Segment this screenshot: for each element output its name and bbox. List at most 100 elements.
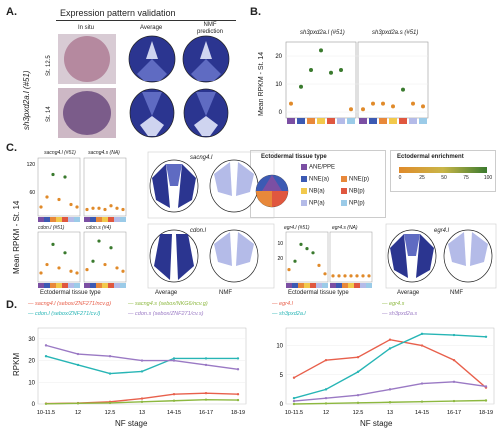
tissue-legend: Ectodermal tissue type ANE/PPE NNE(a) NNE(… [250, 150, 386, 218]
insitu-embryo-2 [63, 91, 111, 135]
series-legend-item: — sacng4.l (sebox/ZNF271/ncv.g) [28, 301, 112, 307]
egr4-s-point [355, 274, 359, 278]
panel-d-left-series-point [172, 393, 176, 396]
series-legend-item: — sh3pxd2a.l [272, 311, 306, 317]
sacng4-l-point [39, 205, 43, 209]
panel-d-label: D. [6, 299, 17, 311]
cdon-s-tissue-swatch [84, 283, 90, 288]
sacng4-s-tissue-swatch [90, 217, 96, 222]
panel-d-left-ytick: 20 [28, 359, 35, 365]
cdon-average-map-region [176, 234, 194, 280]
col-nmf: NMF prediction [196, 22, 223, 35]
enrichment-gradient [399, 167, 487, 173]
legend-schematic-region [272, 191, 288, 207]
cdon-nmf-map-region [214, 232, 232, 266]
cdon-s-tissue-swatch [114, 283, 120, 288]
sacng4-average-map-region [166, 164, 182, 186]
panel-d-right-series-point [356, 394, 360, 397]
panel-c-label: C. [6, 142, 17, 154]
panel-d-left-series-point [172, 359, 176, 362]
panel-d-right-series-point [420, 400, 424, 403]
legend-item: NP(a) [301, 200, 325, 207]
enrichment-title: Ectodermal enrichment [397, 154, 464, 160]
panel-d-right-series-point [484, 385, 488, 388]
panel-d-right-series-point [292, 376, 296, 379]
panel-b-point [381, 101, 385, 106]
sacng4-l-tissue-swatch [56, 217, 62, 222]
sacng4-l-point [63, 175, 67, 179]
panel-d-charts: 0 10 20 30 10-11.5 12 12.5 13 14-15 16-17 18-19 0 5 1… [28, 327, 495, 416]
sacng4-l-tissue-swatch [50, 217, 56, 222]
title-g5: cdon.s (#4) [86, 225, 112, 231]
average-map-2 [129, 88, 175, 138]
cdon-s-tissue-swatch [120, 283, 126, 288]
panel-c-ytick: 10 [277, 241, 283, 247]
stage-label-1: St. 12.5 [46, 55, 52, 76]
legend-label: ANE/PPE [309, 164, 336, 171]
panel-d-right-series-point [484, 399, 488, 402]
title-g2: sacng4.s (NA) [88, 150, 120, 156]
panel-d-right-series-point [324, 402, 328, 405]
legend-title: Ectodermal tissue type [261, 154, 327, 160]
xlabel-c-right: Ectodermal tissue type [288, 290, 349, 296]
egr4-s-point [361, 274, 365, 278]
panel-d-right-series-point [324, 388, 328, 391]
panel-d-left-series-point [140, 400, 144, 404]
cdon-average-map-region [154, 234, 172, 280]
panel-c-ytick: 20 [277, 256, 283, 262]
egr4-nmf-map-region [448, 232, 466, 266]
cdon-maps-frame [147, 223, 275, 289]
panel-d-right-series-point [484, 335, 488, 338]
panel-b-tissue-swatch [297, 118, 305, 124]
sacng4-s-point [85, 207, 89, 212]
sacng4-s-point [109, 204, 113, 208]
legend-item: NB(p) [341, 188, 365, 195]
avg-label-1: Average [155, 290, 178, 296]
panel-b-point [319, 48, 323, 53]
legend-label: NP(p) [349, 200, 365, 207]
cdon-l-tissue-swatch [56, 283, 62, 288]
egr4-s-frame [329, 231, 373, 283]
sacng4-s-point [97, 206, 101, 210]
series-legend-item: — cdon.s (sebox/ZNF271/cv.s) [128, 311, 204, 317]
panel-d-right-series-point [452, 358, 456, 362]
panel-d-left-series-point [44, 402, 48, 405]
cdon-s-tissue-swatch [96, 283, 102, 288]
legend-schematic-region [262, 175, 282, 191]
panel-d-right-series-point [356, 401, 360, 405]
legend-swatch [341, 188, 347, 194]
panel-d-left-series-point [108, 355, 112, 358]
panel-d-right-xtick: 12 [323, 410, 329, 416]
sacng4-s-point [103, 207, 107, 212]
enrichment-tick: 50 [441, 175, 447, 181]
col-average: Average [140, 25, 163, 31]
egr4-s-tissue-swatch [366, 283, 372, 288]
panel-d-right-series-point [452, 399, 456, 403]
panel-d-right-xtick: 12.5 [353, 410, 364, 416]
panel-b-tissue-swatch [347, 118, 355, 124]
cdon-s-point [85, 268, 89, 272]
panel-b-tissue-swatch [287, 118, 295, 124]
series-legend-item: — cdon.l (sebox/ZNF271/cv.l) [28, 311, 101, 317]
enrichment-tick: 75 [463, 175, 469, 181]
egr4-l-point [299, 242, 303, 246]
col-insitu: In situ [78, 25, 95, 31]
panel-d-right-series-point [356, 356, 360, 359]
panel-d-left-series-point [236, 398, 240, 402]
sacng4-s-tissue-swatch [108, 217, 114, 222]
panel-d-right-series-point [292, 399, 296, 403]
panel-b-tissue-swatch [409, 118, 417, 124]
panel-d-left-series-line [45, 344, 239, 370]
panel-b-title-right: sh3pxd2a.s (#51) [372, 30, 419, 36]
insitu-embryo-1 [64, 36, 110, 82]
panel-d-right-series-line [293, 338, 487, 389]
egr4-l-tissue-swatch [292, 283, 298, 288]
panel-b-tissue-swatch [337, 118, 345, 124]
panel-d-left-series-point [140, 397, 144, 400]
panel-d-right-series-point [420, 344, 424, 347]
title-g4: cdon.l (#51) [38, 225, 65, 231]
panel-b-tissue-swatch [389, 118, 397, 124]
panel-c-ytick: 60 [29, 190, 35, 196]
cdon-nmf-map-region [236, 232, 254, 266]
panel-d-right-series-point [324, 358, 328, 362]
